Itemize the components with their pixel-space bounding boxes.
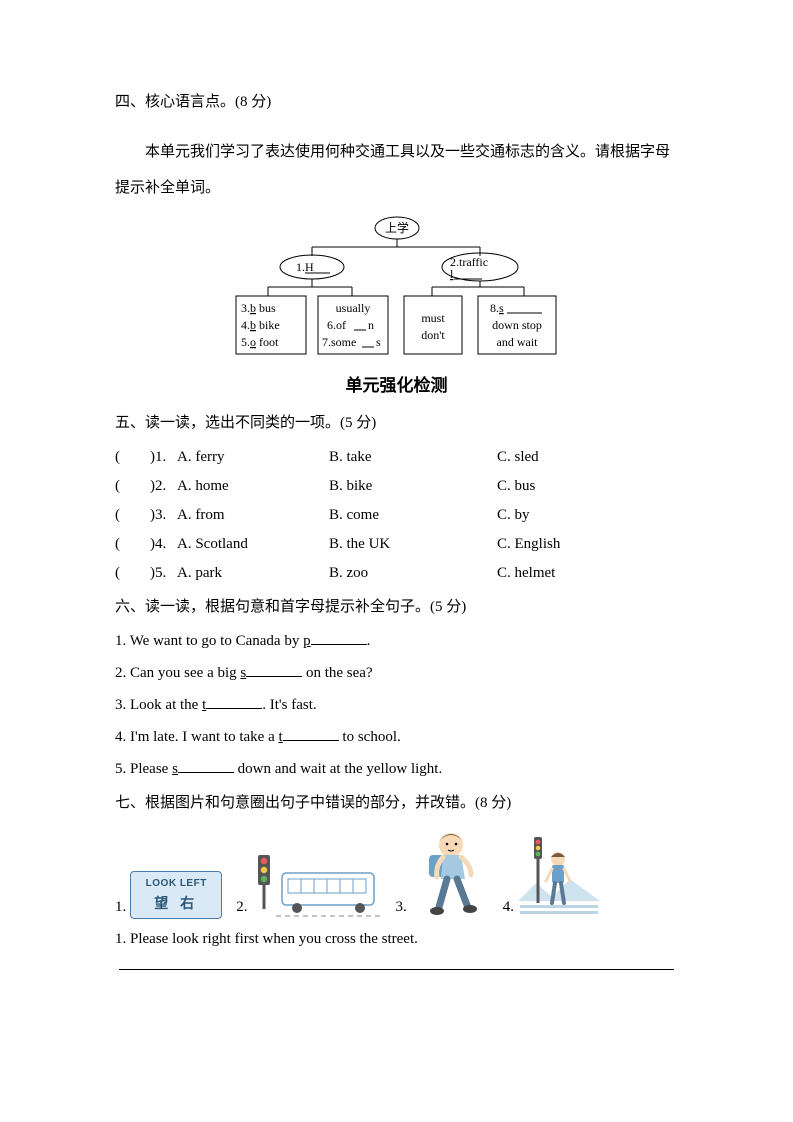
svg-text:2.traffic: 2.traffic xyxy=(450,255,488,269)
mcq-option-a[interactable]: A. park xyxy=(177,561,329,585)
fill-sentence: 3. Look at the t. It's fast. xyxy=(115,693,678,717)
mcq-option-a[interactable]: A. ferry xyxy=(177,445,329,469)
sign-en: LOOK LEFT xyxy=(146,876,207,892)
mcq-option-b[interactable]: B. take xyxy=(329,445,497,469)
answer-line xyxy=(119,969,674,970)
img-label-3: 3. xyxy=(396,895,407,919)
fill-blank[interactable] xyxy=(283,726,339,741)
img-label-2: 2. xyxy=(236,895,247,919)
fill-sentence: 4. I'm late. I want to take a t to schoo… xyxy=(115,725,678,749)
mcq-paren[interactable]: ( )2. xyxy=(115,474,177,498)
mcq-row: ( )5. A. parkB. zooC. helmet xyxy=(115,561,678,585)
concept-diagram: 上学 1.H 2.traffic l 3.b bus 4.b bike 5.o … xyxy=(232,216,562,366)
svg-text:8.s: 8.s xyxy=(490,301,504,315)
mcq-option-a[interactable]: A. home xyxy=(177,474,329,498)
section6-title: 六、读一读，根据句意和首字母提示补全句子。(5 分) xyxy=(115,595,678,619)
img-label-4: 4. xyxy=(503,895,514,919)
svg-text:3.b bus: 3.b bus xyxy=(241,301,276,315)
img-label-1: 1. xyxy=(115,895,126,919)
fill-blank[interactable] xyxy=(178,758,234,773)
section6-list: 1. We want to go to Canada by p. 2. Can y… xyxy=(115,629,678,781)
mcq-option-c[interactable]: C. bus xyxy=(497,474,678,498)
svg-text:don't: don't xyxy=(421,328,445,342)
fill-blank[interactable] xyxy=(246,662,302,677)
mcq-option-a[interactable]: A. Scotland xyxy=(177,532,329,556)
mcq-paren[interactable]: ( )3. xyxy=(115,503,177,527)
look-left-sign: LOOK LEFT 望 右 xyxy=(130,871,222,919)
fill-sentence: 2. Can you see a big s on the sea? xyxy=(115,661,678,685)
mcq-option-b[interactable]: B. zoo xyxy=(329,561,497,585)
svg-text:l: l xyxy=(450,267,454,281)
mcq-option-b[interactable]: B. bike xyxy=(329,474,497,498)
fill-blank[interactable] xyxy=(206,694,262,709)
fill-blank[interactable] xyxy=(311,630,367,645)
mcq-option-a[interactable]: A. from xyxy=(177,503,329,527)
subheader: 单元强化检测 xyxy=(115,372,678,399)
mcq-row: ( )3. A. fromB. comeC. by xyxy=(115,503,678,527)
svg-text:down stop: down stop xyxy=(492,318,542,332)
svg-text:4.b bike: 4.b bike xyxy=(241,318,280,332)
mcq-paren[interactable]: ( )4. xyxy=(115,532,177,556)
svg-text:6.of: 6.of xyxy=(327,318,346,332)
mcq-row: ( )4. A. ScotlandB. the UKC. English xyxy=(115,532,678,556)
svg-text:5.o foot: 5.o foot xyxy=(241,335,279,349)
mcq-option-c[interactable]: C. English xyxy=(497,532,678,556)
mcq-paren[interactable]: ( )5. xyxy=(115,561,177,585)
svg-text:7.some: 7.some xyxy=(322,335,356,349)
mcq-option-b[interactable]: B. the UK xyxy=(329,532,497,556)
mcq-option-c[interactable]: C. by xyxy=(497,503,678,527)
fill-sentence: 5. Please s down and wait at the yellow … xyxy=(115,757,678,781)
section5-list: ( )1. A. ferryB. takeC. sled ( )2. A. hom… xyxy=(115,445,678,585)
mcq-row: ( )1. A. ferryB. takeC. sled xyxy=(115,445,678,469)
walking-boy-icon xyxy=(411,827,489,919)
svg-text:must: must xyxy=(421,311,445,325)
section4-intro: 本单元我们学习了表达使用何种交通工具以及一些交通标志的含义。请根据字母提示补全单… xyxy=(115,134,678,206)
fill-sentence: 1. We want to go to Canada by p. xyxy=(115,629,678,653)
mcq-paren[interactable]: ( )1. xyxy=(115,445,177,469)
svg-text:n: n xyxy=(368,318,374,332)
mcq-option-b[interactable]: B. come xyxy=(329,503,497,527)
bus-traffic-light-icon xyxy=(252,851,382,919)
section5-title: 五、读一读，选出不同类的一项。(5 分) xyxy=(115,411,678,435)
svg-text:usually: usually xyxy=(335,301,370,315)
svg-text:s: s xyxy=(376,335,381,349)
section4-title: 四、核心语言点。(8 分) xyxy=(115,90,678,114)
svg-text:上学: 上学 xyxy=(384,220,408,235)
section7-title: 七、根据图片和句意圈出句子中错误的部分，并改错。(8 分) xyxy=(115,791,678,815)
boy-crossing-icon xyxy=(518,831,600,919)
svg-text:1.H: 1.H xyxy=(296,260,314,274)
mcq-option-c[interactable]: C. sled xyxy=(497,445,678,469)
mcq-row: ( )2. A. homeB. bikeC. bus xyxy=(115,474,678,498)
section7-images: 1. LOOK LEFT 望 右 2. xyxy=(115,827,678,919)
section7-sentence: 1. Please look right first when you cros… xyxy=(115,927,678,951)
mcq-option-c[interactable]: C. helmet xyxy=(497,561,678,585)
sign-zh: 望 右 xyxy=(154,892,198,914)
fill-letter: p xyxy=(303,633,311,649)
svg-text:and wait: and wait xyxy=(496,335,538,349)
